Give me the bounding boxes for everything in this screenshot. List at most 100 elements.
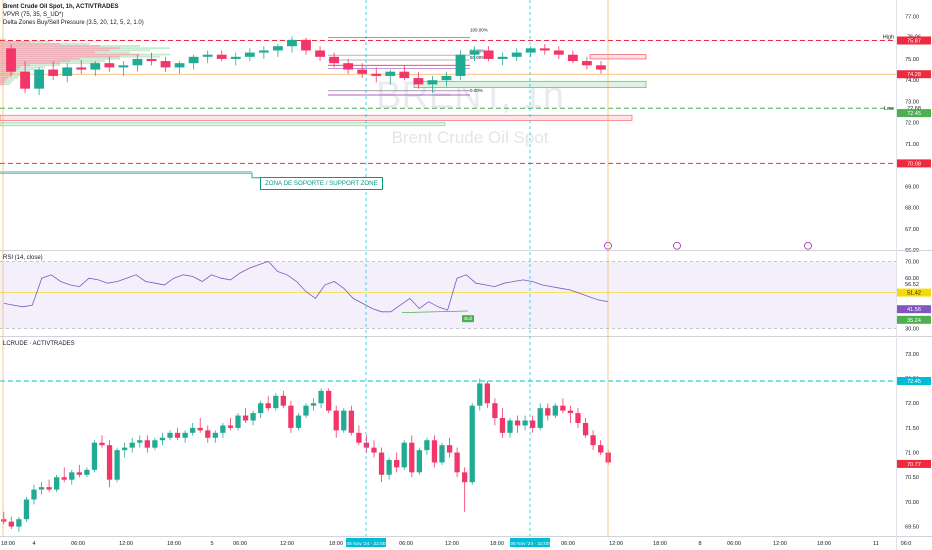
time-label: 06:0	[901, 541, 912, 547]
supply-zone	[589, 54, 647, 60]
lcrude-candle	[273, 395, 279, 409]
lcrude-panel[interactable]: 73.0072.5072.0071.5071.0070.5070.0069.50…	[0, 352, 931, 532]
rsi-price-tag-value: 41.56	[907, 307, 921, 313]
lcrude-candle	[54, 477, 60, 490]
delta-legend[interactable]: Delta Zones Buy/Sell Pressure (3.5, 20, …	[3, 20, 144, 26]
lcrude-candle	[431, 440, 438, 463]
volume-profile-bar	[0, 76, 18, 79]
lcrude-candle	[326, 390, 332, 411]
lcrude-candle	[333, 410, 339, 431]
lcrude-candle	[454, 452, 460, 473]
main-candle	[497, 56, 508, 59]
main-candle	[104, 63, 115, 68]
rsi-legend[interactable]: RSI (14, close)	[3, 255, 43, 261]
price-tag-value: 70.08	[907, 161, 921, 167]
main-axis-tick: 75.00	[905, 57, 919, 63]
volume-profile-bar	[0, 76, 8, 79]
rsi-price-tag-value: 35.24	[907, 318, 921, 324]
lcrude-candle	[371, 447, 377, 453]
lcrude-candle	[341, 410, 347, 431]
lcrude-candle	[484, 383, 490, 404]
price-tag	[897, 36, 931, 45]
fib-label: 0.00%	[470, 88, 483, 93]
lcrude-candle	[174, 432, 181, 438]
lcrude-candle	[205, 430, 211, 438]
lcrude-candle	[258, 403, 264, 414]
main-candle	[272, 46, 283, 51]
main-candle	[343, 63, 354, 70]
lcrude-candle	[424, 440, 430, 451]
rsi-axis-tick: 30.00	[905, 327, 919, 333]
lcrude-candle	[129, 442, 135, 448]
lcrude-candle	[386, 459, 392, 475]
main-candle	[385, 71, 396, 76]
main-axis-tick: 71.00	[905, 142, 919, 148]
lcrude-candle	[537, 408, 543, 428]
main-candle	[371, 73, 382, 76]
main-candle	[258, 50, 269, 53]
lcrude-candle	[99, 442, 105, 446]
main-candle	[483, 50, 494, 59]
time-axis[interactable]: 18:00 4 06:00 12:00 18:00 5 06:00 12:00 18:00 05 …	[1, 538, 911, 547]
rsi-band	[0, 261, 896, 329]
lcrude-candle	[522, 420, 528, 426]
fib-label: 100.00%	[470, 27, 488, 32]
volume-profile-bar	[0, 43, 60, 45]
lcrude-candle	[598, 445, 604, 453]
lcrude-candle	[348, 410, 354, 433]
main-axis-tick: 67.00	[905, 227, 919, 233]
time-label: 12:00	[773, 541, 787, 547]
lcrude-candle	[227, 425, 234, 428]
main-candle	[188, 56, 199, 64]
support-zone-line	[0, 172, 262, 179]
lcrude-candle	[575, 413, 581, 423]
lcrude-candle	[416, 450, 422, 473]
volume-profile-bar	[0, 83, 4, 86]
lcrude-candle	[446, 445, 453, 453]
lcrude-candle	[61, 477, 67, 480]
rsi-axis-tick: 60.00	[905, 276, 919, 282]
lcrude-candle	[182, 432, 188, 438]
lcrude-candle	[167, 432, 173, 438]
main-candle	[230, 56, 241, 59]
lcrude-candle	[31, 489, 37, 500]
lcrude-candle	[38, 487, 45, 490]
lcrude-candle	[530, 420, 536, 428]
bull-divergence-line	[401, 310, 469, 314]
lcrude-candle	[356, 432, 362, 443]
main-candle	[146, 58, 157, 62]
volume-profile-bar	[0, 49, 110, 52]
time-label: 5	[210, 541, 213, 547]
main-candle	[413, 78, 424, 85]
main-axis-tick: 72.00	[905, 121, 919, 127]
lcrude-price-tag	[897, 377, 931, 386]
lcrude-candle	[401, 442, 407, 468]
volume-profile-bar	[0, 53, 140, 56]
lcrude-candle	[560, 405, 566, 411]
demand-zone	[0, 122, 446, 127]
symbol-legend[interactable]: Brent Crude Oil Spot, 1h, ACTIVTRADES VP…	[3, 3, 144, 27]
price-tag	[897, 104, 931, 113]
volume-profile-bar	[0, 66, 45, 69]
lcrude-candle	[409, 442, 415, 473]
main-candle	[216, 54, 227, 59]
price-tag-value: 72.45	[907, 111, 921, 117]
price-tag-label: Low	[884, 106, 894, 112]
lcrude-candle	[220, 425, 226, 433]
lcrude-legend[interactable]: LCRUDE · ACTIVTRADES	[3, 341, 75, 347]
vpvr-legend[interactable]: VPVR (75, 35, S_UD*)	[3, 12, 64, 18]
main-candle	[160, 61, 171, 68]
main-candle	[132, 58, 143, 66]
time-highlight-tag	[510, 538, 550, 547]
main-candle	[34, 69, 45, 89]
rsi-axis-tick: 56.52	[905, 282, 919, 288]
symbol-title: Brent Crude Oil Spot, 1h, ACTIVTRADES	[3, 4, 119, 10]
support-zone-label: ZONA DE SOPORTE / SUPPORT ZONE	[260, 177, 383, 190]
main-candle	[553, 50, 564, 55]
price-tag-label: High	[883, 34, 894, 40]
time-label: 18:00	[1, 541, 15, 547]
